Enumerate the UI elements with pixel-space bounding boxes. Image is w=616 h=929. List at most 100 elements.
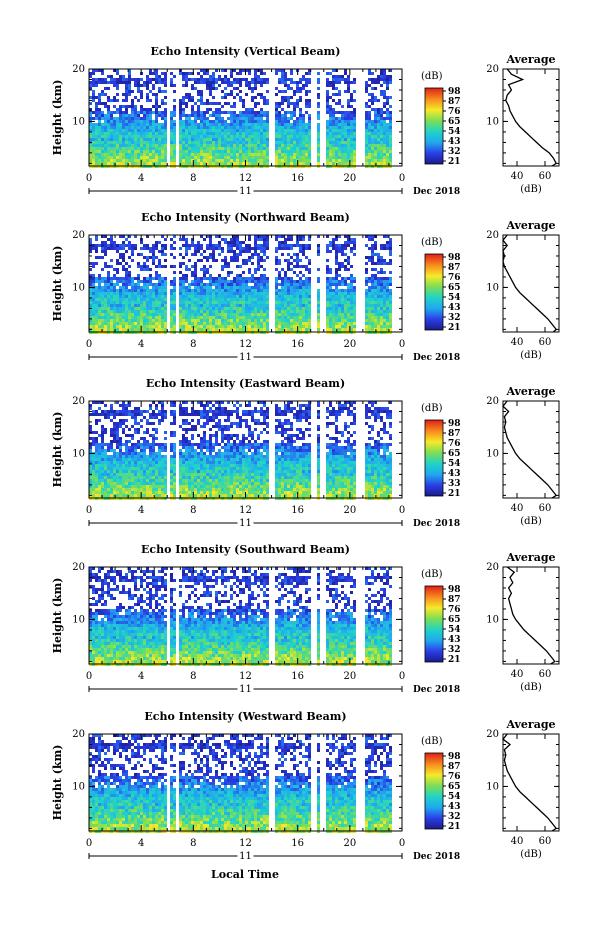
heatmap-cell	[266, 150, 269, 153]
heatmap-cell	[92, 81, 95, 84]
heatmap-cell	[134, 126, 137, 129]
heatmap-cell	[107, 265, 110, 268]
heatmap-cell	[164, 307, 167, 310]
heatmap-cell	[230, 105, 233, 108]
heatmap-cell	[299, 301, 302, 304]
heatmap-cell	[221, 313, 224, 316]
heatmap-cell	[164, 123, 167, 126]
heatmap-cell	[332, 156, 335, 159]
heatmap-cell	[146, 144, 149, 147]
heatmap-cell	[185, 120, 188, 123]
heatmap-cell	[239, 319, 242, 322]
heatmap-cell	[155, 102, 158, 105]
heatmap-cell	[98, 319, 101, 322]
heatmap-cell	[209, 90, 212, 93]
heatmap-cell	[89, 407, 92, 410]
heatmap-cell	[308, 292, 311, 295]
heatmap-cell	[290, 313, 293, 316]
heatmap-cell	[302, 280, 305, 283]
heatmap-cell	[278, 262, 281, 265]
heatmap-cell	[140, 295, 143, 298]
heatmap-cell	[380, 153, 383, 156]
heatmap-cell	[125, 99, 128, 102]
heatmap-cell	[185, 72, 188, 75]
heatmap-cell	[332, 87, 335, 90]
heatmap-cell	[191, 126, 194, 129]
heatmap-cell	[152, 307, 155, 310]
heatmap-cell	[212, 316, 215, 319]
heatmap-cell	[275, 298, 278, 301]
heatmap-cell	[131, 156, 134, 159]
heatmap-cell	[290, 132, 293, 135]
heatmap-cell	[350, 301, 353, 304]
heatmap-cell	[254, 150, 257, 153]
heatmap-cell	[92, 138, 95, 141]
heatmap-cell	[371, 256, 374, 259]
heatmap-cell	[368, 235, 371, 238]
heatmap-cell	[206, 108, 209, 111]
heatmap-cell	[146, 256, 149, 259]
heatmap-cell	[338, 111, 341, 114]
heatmap-cell	[92, 401, 95, 404]
heatmap-cell	[347, 81, 350, 84]
heatmap-cell	[374, 159, 377, 162]
heatmap-cell	[290, 262, 293, 265]
heatmap-cell	[377, 262, 380, 265]
heatmap-cell	[221, 298, 224, 301]
heatmap-cell	[203, 304, 206, 307]
heatmap-cell	[287, 407, 290, 410]
heatmap-cell	[116, 316, 119, 319]
heatmap-cell	[92, 313, 95, 316]
heatmap-cell	[233, 404, 236, 407]
heatmap-cell	[104, 156, 107, 159]
heatmap-cell	[380, 78, 383, 81]
heatmap-cell	[374, 322, 377, 325]
heatmap-cell	[389, 292, 392, 295]
heatmap-cell	[140, 144, 143, 147]
heatmap-cell	[197, 244, 200, 247]
heatmap-cell	[383, 280, 386, 283]
heatmap-cell	[206, 292, 209, 295]
heatmap-cell	[260, 316, 263, 319]
heatmap-cell	[281, 307, 284, 310]
heatmap-cell	[122, 295, 125, 298]
heatmap-cell	[221, 138, 224, 141]
heatmap-cell	[119, 404, 122, 407]
heatmap-cell	[308, 141, 311, 144]
heatmap-cell	[125, 87, 128, 90]
heatmap-cell	[377, 407, 380, 410]
heatmap-cell	[341, 141, 344, 144]
average-profile-line	[502, 234, 558, 333]
heatmap-cell	[257, 111, 260, 114]
heatmap-cell	[326, 250, 329, 253]
heatmap-cell	[380, 407, 383, 410]
heatmap-cell	[110, 117, 113, 120]
heatmap-cell	[224, 156, 227, 159]
heatmap-cell	[131, 120, 134, 123]
heatmap-cell	[365, 244, 368, 247]
heatmap-cell	[287, 138, 290, 141]
heatmap-cell	[188, 126, 191, 129]
heatmap-cell	[161, 289, 164, 292]
heatmap-cell	[302, 292, 305, 295]
heatmap-cell	[179, 135, 182, 138]
heatmap-cell	[353, 322, 356, 325]
heatmap-cell	[89, 250, 92, 253]
heatmap-cell	[263, 277, 266, 280]
heatmap-cell	[251, 111, 254, 114]
heatmap-cell	[125, 90, 128, 93]
heatmap-cell	[383, 325, 386, 328]
heatmap-cell	[374, 298, 377, 301]
heatmap-cell	[137, 253, 140, 256]
heatmap-cell	[380, 93, 383, 96]
heatmap-cell	[104, 159, 107, 162]
heatmap-cell	[275, 313, 278, 316]
heatmap-cell	[110, 138, 113, 141]
heatmap-cell	[287, 322, 290, 325]
heatmap-cell	[251, 159, 254, 162]
heatmap-cell	[305, 295, 308, 298]
heatmap-cell	[245, 126, 248, 129]
heatmap-cell	[179, 277, 182, 280]
heatmap-cell	[98, 123, 101, 126]
heatmap-cell	[137, 114, 140, 117]
